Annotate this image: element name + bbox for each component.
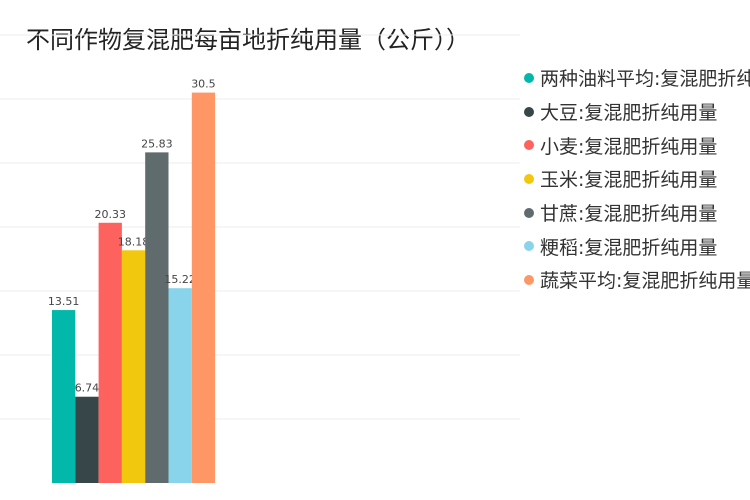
legend-swatch-icon bbox=[524, 241, 534, 252]
bar-4 bbox=[145, 152, 169, 483]
legend: 两种油料平均:复混肥折纯用量大豆:复混肥折纯用量小麦:复混肥折纯用量玉米:复混肥… bbox=[524, 61, 750, 297]
legend-swatch-icon bbox=[524, 140, 534, 151]
data-label-4: 25.83 bbox=[141, 137, 173, 150]
legend-label: 大豆:复混肥折纯用量 bbox=[540, 102, 718, 125]
legend-label: 蔬菜平均:复混肥折纯用量 bbox=[540, 270, 750, 293]
bar-2 bbox=[98, 222, 122, 483]
legend-item-6[interactable]: 蔬菜平均:复混肥折纯用量 bbox=[524, 263, 750, 297]
legend-label: 甘蔗:复混肥折纯用量 bbox=[540, 203, 718, 226]
bar-5 bbox=[168, 288, 192, 483]
bar-0 bbox=[52, 310, 76, 483]
legend-swatch-icon bbox=[524, 274, 534, 285]
bar-1 bbox=[75, 396, 99, 483]
chart-title: 不同作物复混肥每亩地折纯用量（公斤）） bbox=[26, 26, 470, 54]
legend-label: 玉米:复混肥折纯用量 bbox=[540, 169, 718, 192]
data-label-1: 6.74 bbox=[75, 382, 100, 395]
data-label-0: 13.51 bbox=[48, 295, 80, 308]
legend-item-3[interactable]: 玉米:复混肥折纯用量 bbox=[524, 162, 750, 196]
legend-swatch-icon bbox=[524, 173, 534, 184]
data-label-2: 20.33 bbox=[95, 208, 127, 221]
legend-swatch-icon bbox=[524, 72, 534, 83]
data-label-3: 18.18 bbox=[118, 235, 150, 248]
legend-label: 粳稻:复混肥折纯用量 bbox=[540, 236, 718, 259]
legend-item-4[interactable]: 甘蔗:复混肥折纯用量 bbox=[524, 196, 750, 230]
legend-label: 小麦:复混肥折纯用量 bbox=[540, 135, 718, 158]
data-label-5: 15.22 bbox=[164, 273, 196, 286]
data-label-6: 30.5 bbox=[191, 78, 216, 91]
legend-item-2[interactable]: 小麦:复混肥折纯用量 bbox=[524, 128, 750, 162]
legend-label: 两种油料平均:复混肥折纯用量 bbox=[540, 68, 750, 91]
bar-6 bbox=[191, 92, 216, 483]
legend-swatch-icon bbox=[524, 207, 534, 218]
legend-item-1[interactable]: 大豆:复混肥折纯用量 bbox=[524, 95, 750, 129]
legend-swatch-icon bbox=[524, 106, 534, 117]
bar-3 bbox=[121, 250, 146, 483]
legend-item-0[interactable]: 两种油料平均:复混肥折纯用量 bbox=[524, 61, 750, 95]
legend-item-5[interactable]: 粳稻:复混肥折纯用量 bbox=[524, 229, 750, 263]
